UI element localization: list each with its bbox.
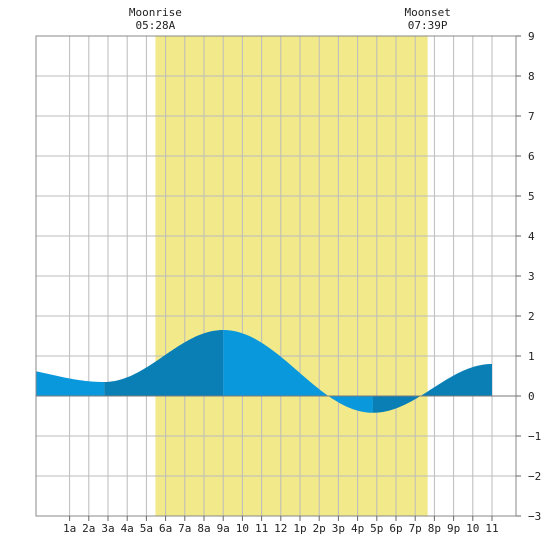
moonset-time: 07:39P xyxy=(408,19,448,32)
y-tick-label: 4 xyxy=(528,230,535,243)
moonrise-time: 05:28A xyxy=(136,19,176,32)
x-tick-label: 10 xyxy=(466,522,479,535)
y-tick-label: −1 xyxy=(528,430,541,443)
y-tick-label: 2 xyxy=(528,310,535,323)
y-tick-label: 7 xyxy=(528,110,535,123)
x-tick-label: 1a xyxy=(63,522,76,535)
x-tick-label: 7p xyxy=(409,522,422,535)
moonset-label: Moonset xyxy=(405,6,451,19)
x-tick-label: 3a xyxy=(101,522,114,535)
tide-area xyxy=(36,330,516,413)
x-tick-label: 4p xyxy=(351,522,364,535)
y-tick-label: 9 xyxy=(528,30,535,43)
x-tick-label: 8a xyxy=(197,522,210,535)
x-tick-label: 10 xyxy=(236,522,249,535)
x-tick-label: 7a xyxy=(178,522,191,535)
x-tick-label: 2a xyxy=(82,522,95,535)
y-tick-label: 8 xyxy=(528,70,535,83)
tide-falling-segment xyxy=(223,330,373,413)
y-tick-label: 5 xyxy=(528,190,535,203)
y-tick-label: 1 xyxy=(528,350,535,363)
x-tick-label: 8p xyxy=(428,522,441,535)
grid xyxy=(36,35,516,517)
tide-falling-segment xyxy=(36,371,105,396)
x-tick-label: 5p xyxy=(370,522,383,535)
x-tick-label: 3p xyxy=(332,522,345,535)
x-tick-label: 5a xyxy=(140,522,153,535)
tide-rising-segment xyxy=(104,330,224,396)
x-tick-label: 11 xyxy=(485,522,498,535)
y-tick-label: 0 xyxy=(528,390,535,403)
labels: Moonrise 05:28A Moonset 07:39P xyxy=(129,6,451,32)
tide-rising-segment xyxy=(372,364,492,413)
y-tick-label: −2 xyxy=(528,470,541,483)
x-tick-label: 6p xyxy=(389,522,402,535)
x-tick-label: 4a xyxy=(121,522,134,535)
x-tick-label: 1p xyxy=(293,522,306,535)
x-tick-label: 12 xyxy=(274,522,287,535)
x-tick-label: 9p xyxy=(447,522,460,535)
y-tick-label: 6 xyxy=(528,150,535,163)
y-tick-label: 3 xyxy=(528,270,535,283)
x-tick-label: 6a xyxy=(159,522,172,535)
x-tick-label: 2p xyxy=(313,522,326,535)
x-tick-label: 11 xyxy=(255,522,268,535)
moonrise-label: Moonrise xyxy=(129,6,182,19)
y-tick-label: −3 xyxy=(528,510,541,523)
x-tick-label: 9a xyxy=(217,522,230,535)
